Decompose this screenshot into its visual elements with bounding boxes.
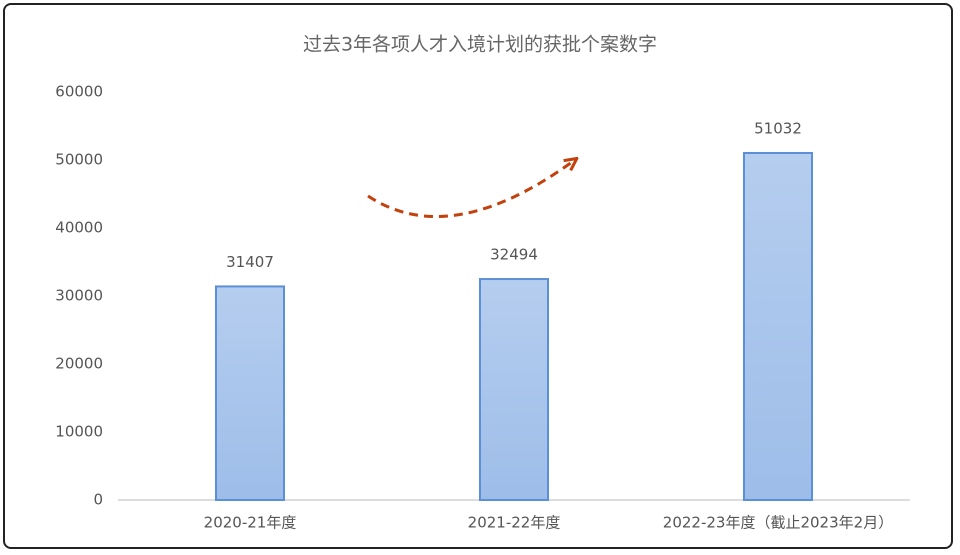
x-tick-label: 2022-23年度（截止2023年2月） — [663, 514, 893, 532]
y-tick-label: 30000 — [55, 287, 103, 305]
chart-title: 过去3年各项人才入境计划的获批个案数字 — [303, 34, 657, 56]
value-label: 51032 — [754, 119, 802, 137]
y-tick-label: 60000 — [55, 83, 103, 101]
bar — [479, 278, 549, 501]
y-tick-label: 20000 — [55, 355, 103, 373]
frame — [3, 3, 953, 549]
y-tick-label: 10000 — [55, 423, 103, 441]
value-label: 31407 — [226, 253, 274, 271]
trend-arrow — [367, 162, 572, 219]
bar — [743, 151, 813, 502]
value-label: 32494 — [490, 246, 538, 264]
x-tick-label: 2020-21年度 — [204, 514, 297, 532]
y-tick-label: 40000 — [55, 219, 103, 237]
y-tick-label: 0 — [93, 491, 103, 509]
y-tick-label: 50000 — [55, 151, 103, 169]
x-tick-label: 2021-22年度 — [468, 514, 561, 532]
bar — [215, 285, 285, 501]
